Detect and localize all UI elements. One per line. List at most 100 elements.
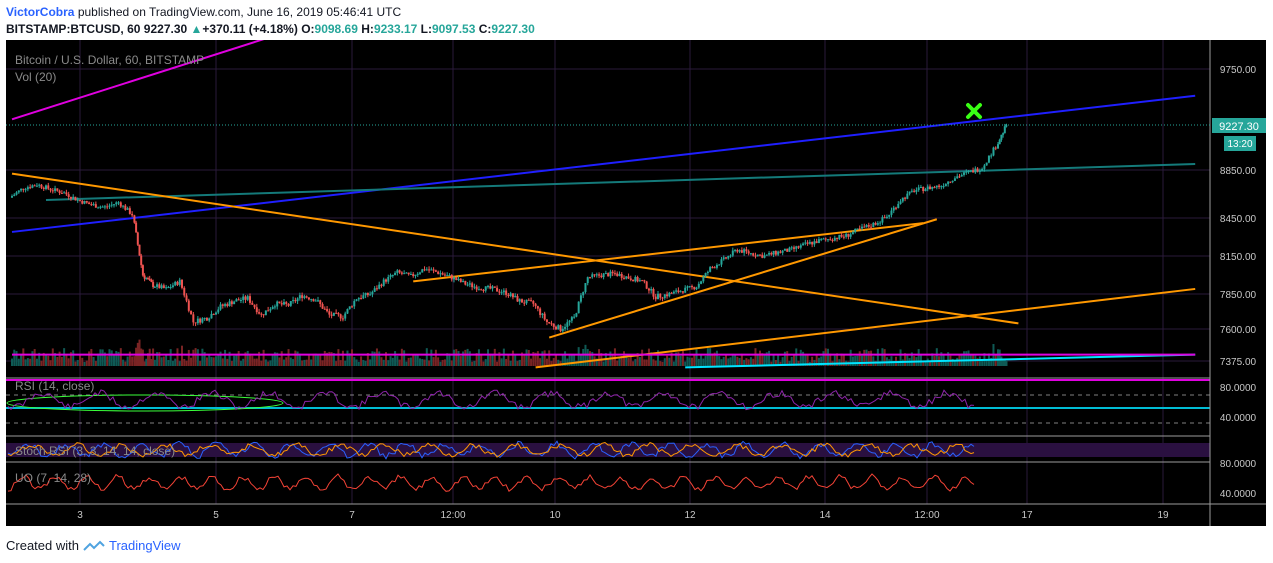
candle-body <box>69 196 72 199</box>
candle-body <box>262 314 265 316</box>
candle-body <box>423 269 426 271</box>
candle-body <box>1003 126 1006 134</box>
candle-body <box>441 273 444 275</box>
volume-bar <box>573 354 576 366</box>
volume-bar <box>827 348 829 366</box>
candle-body <box>938 185 941 187</box>
volume-bar <box>280 351 283 366</box>
indicator-tick-label: 40.0000 <box>1220 489 1257 500</box>
volume-bar <box>337 349 340 366</box>
volume-bar <box>156 352 159 366</box>
candle-body <box>321 303 324 309</box>
candle-body <box>661 297 664 299</box>
volume-bar <box>81 357 84 366</box>
volume-bar <box>353 357 356 366</box>
candle-body <box>904 197 907 199</box>
candle-body <box>715 264 718 268</box>
tradingview-link[interactable]: TradingView <box>108 538 181 553</box>
volume-bar <box>749 357 752 366</box>
volume-bar <box>541 351 544 366</box>
volume-bar <box>892 360 895 366</box>
price-tick-label: 8850.00 <box>1220 166 1257 177</box>
volume-bar <box>31 351 34 366</box>
candle-body <box>267 310 270 312</box>
volume-bar <box>335 361 338 366</box>
volume-bar <box>668 357 671 366</box>
candle-body <box>124 205 127 210</box>
volume-bar <box>60 356 63 366</box>
candle-body <box>595 274 598 276</box>
candle-body <box>26 187 29 190</box>
volume-bar <box>695 349 698 366</box>
candle-body <box>385 279 387 282</box>
volume-bar <box>106 356 109 366</box>
candle-body <box>15 192 18 195</box>
volume-bar <box>566 358 569 366</box>
volume-bar <box>85 360 88 366</box>
candle-body <box>491 286 494 289</box>
price-axis[interactable]: 9750.00 8850.00 8450.00 8150.00 7850.00 7600.… <box>1220 65 1257 500</box>
volume-bar <box>833 355 836 366</box>
candle-body <box>378 284 381 289</box>
volume-bar <box>446 353 449 366</box>
candle-body <box>564 326 567 329</box>
candle-body <box>471 283 474 288</box>
volume-bar <box>550 361 553 366</box>
candle-body <box>706 271 709 274</box>
candle-body <box>933 186 936 188</box>
volume-bar <box>865 349 868 366</box>
volume-bar <box>876 348 879 366</box>
author-link[interactable]: VictorCobra <box>6 5 75 19</box>
volume-bar <box>602 361 605 366</box>
volume-bar <box>931 353 934 366</box>
candle-body <box>876 223 879 225</box>
candle-body <box>691 286 693 288</box>
candle-body <box>196 318 199 324</box>
candle-body <box>76 199 79 201</box>
volume-bar <box>652 359 655 366</box>
candle-body <box>67 194 70 197</box>
candle-body <box>81 200 84 204</box>
volume-bar <box>255 358 258 366</box>
countdown-text: 13:20 <box>1227 139 1252 150</box>
volume-bar <box>138 339 141 366</box>
candle-body <box>249 296 251 303</box>
candle-body <box>509 293 512 296</box>
volume-bar <box>1003 359 1006 366</box>
volume-bar <box>480 354 483 366</box>
volume-bar <box>409 357 412 366</box>
volume-bar <box>273 352 276 366</box>
candle-body <box>763 255 766 258</box>
candle-body <box>35 185 38 187</box>
volume-bar <box>183 358 186 366</box>
candle-body <box>987 155 990 163</box>
candle-body <box>296 298 299 302</box>
volume-bar <box>725 354 727 366</box>
candle-body <box>176 281 179 285</box>
trendline <box>11 40 265 121</box>
candle-body <box>319 300 322 304</box>
volume-bar <box>781 357 784 366</box>
candle-body <box>607 273 610 277</box>
volume-bar <box>246 350 249 366</box>
candle-body <box>145 278 148 280</box>
candle-body <box>181 279 183 288</box>
volume-bar <box>97 353 100 366</box>
volume-bar <box>448 353 451 366</box>
candle-body <box>539 308 542 315</box>
candle-body <box>570 317 573 321</box>
candle-body <box>845 233 848 237</box>
time-axis[interactable]: 3 5 7 12:00 10 12 14 12:00 17 19 <box>77 510 1169 521</box>
candle-body <box>523 302 526 304</box>
volume-bar <box>135 347 138 366</box>
candle-body <box>811 241 814 245</box>
volume-bar <box>636 353 639 366</box>
candle-body <box>548 321 551 324</box>
chart-canvas[interactable]: 9750.00 8850.00 8450.00 8150.00 7850.00 7600.… <box>0 40 1273 528</box>
candle-body <box>346 309 349 314</box>
candle-body <box>774 250 777 255</box>
volume-bar <box>54 353 57 366</box>
volume-bar <box>303 359 306 366</box>
volume-bar <box>29 358 32 366</box>
candle-body <box>375 288 378 290</box>
